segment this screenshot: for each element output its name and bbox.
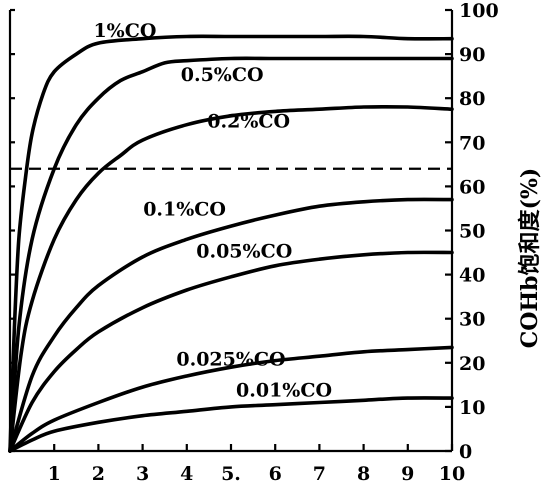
y-tick-label: 10 xyxy=(459,397,485,419)
y-tick-label: 0 xyxy=(459,441,472,463)
x-tick-label: 4 xyxy=(180,463,193,484)
y-tick-label: 80 xyxy=(459,88,485,110)
series-curve xyxy=(8,104,454,453)
x-ticks: 1 2 3 4 5. 6 7 8 9 10 xyxy=(48,444,465,484)
y-tick-label: 70 xyxy=(459,132,485,154)
series-label: 1%CO xyxy=(93,20,156,42)
x-tick-label: 3 xyxy=(136,463,149,484)
series-curve xyxy=(8,34,454,453)
series-curve xyxy=(8,345,454,453)
series-label: 0.5%CO xyxy=(181,64,264,86)
series-labels: 1%CO 0.5%CO 0.2%CO 0.1%CO 0.05%CO 0.025%CO 0.0… xyxy=(93,20,332,401)
x-tick-label: 10 xyxy=(439,463,465,484)
x-tick-label: 2 xyxy=(92,463,105,484)
series-label: 0.2%CO xyxy=(207,110,290,132)
series-curve xyxy=(8,250,454,453)
x-tick-label: 9 xyxy=(401,463,414,484)
y-tick-label: 100 xyxy=(459,0,499,22)
series-label: 0.1%CO xyxy=(143,198,226,220)
y-tick-label: 40 xyxy=(459,265,485,287)
x-tick-label: 6 xyxy=(269,463,282,484)
y-tick-label: 30 xyxy=(459,309,485,331)
series-label: 0.025%CO xyxy=(176,348,285,370)
series-curve xyxy=(8,197,454,453)
x-tick-label: 8 xyxy=(357,463,370,484)
y-axis-title: COHb饱和度(%) xyxy=(517,168,543,349)
series-curves xyxy=(8,34,454,453)
series-curve xyxy=(8,56,454,453)
series-label: 0.01%CO xyxy=(236,379,332,401)
x-tick-label: 5. xyxy=(221,463,241,484)
x-tick-label: 1 xyxy=(48,463,61,484)
y-tick-label: 20 xyxy=(459,353,485,375)
x-tick-label: 7 xyxy=(313,463,326,484)
y-tick-label: 90 xyxy=(459,44,485,66)
series-label: 0.05%CO xyxy=(196,240,292,262)
y-tick-label: 50 xyxy=(459,221,485,243)
y-tick-label: 60 xyxy=(459,176,485,198)
series-curve xyxy=(8,396,454,453)
